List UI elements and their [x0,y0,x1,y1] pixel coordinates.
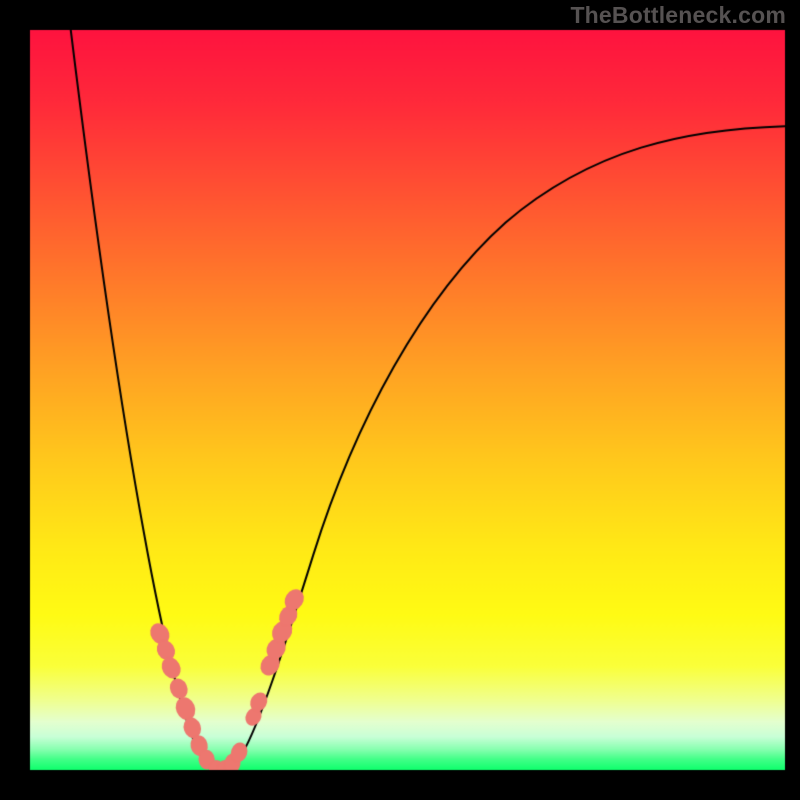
chart-stage: TheBottleneck.com [0,0,800,800]
watermark-label: TheBottleneck.com [570,2,786,29]
bottleneck-chart [0,0,800,800]
